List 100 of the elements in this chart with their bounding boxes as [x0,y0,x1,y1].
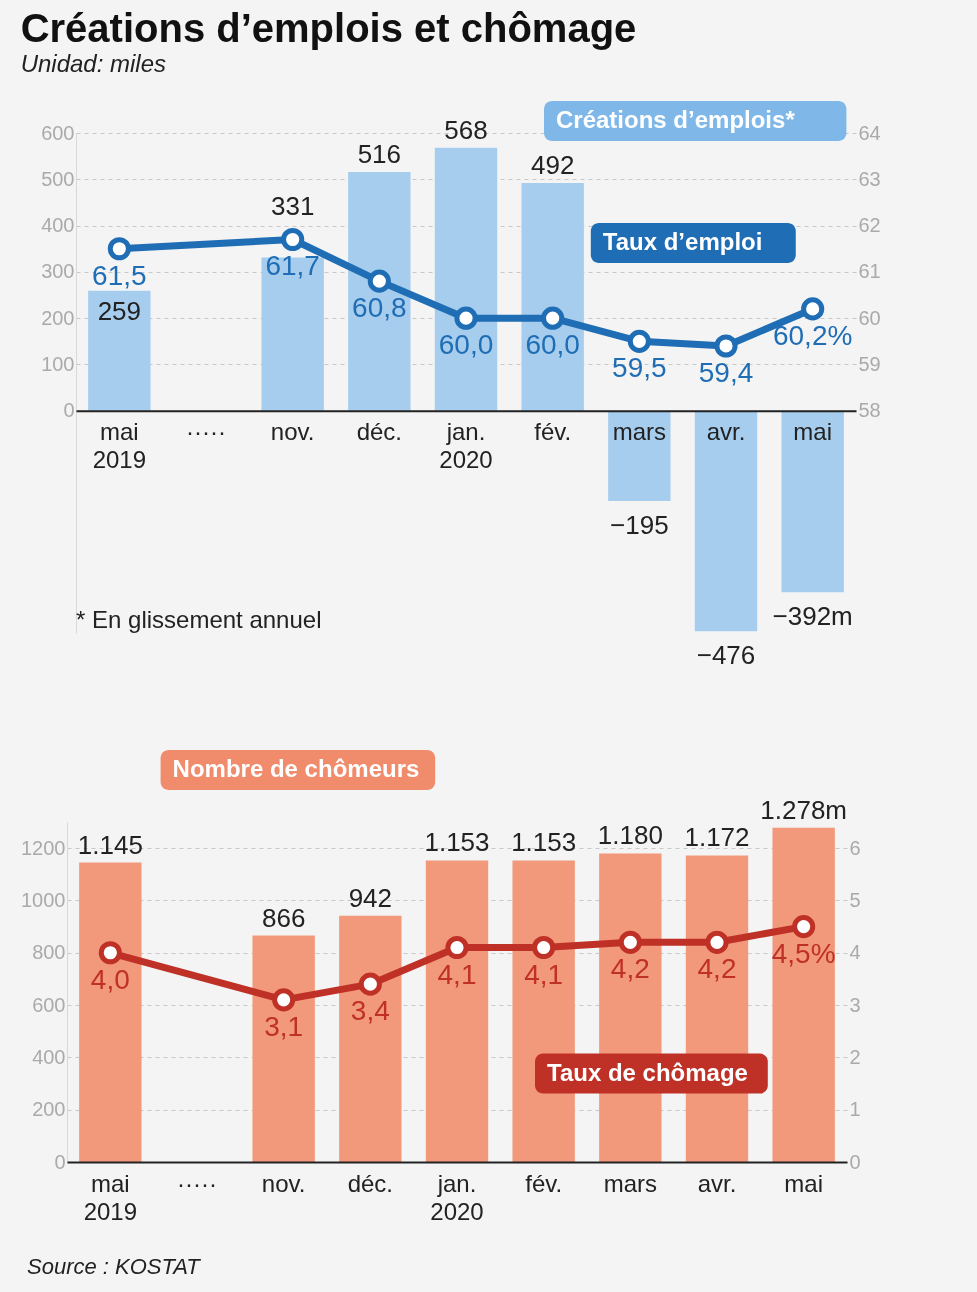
point [272,988,296,1012]
y-tick-label: 800 [32,941,66,964]
data-label: 60,0 [438,329,494,361]
data-label: 59,5 [612,352,667,384]
data-label: 3,1 [264,1010,304,1042]
bar [772,827,835,1162]
x-tick-label: déc. [356,418,403,446]
point [107,237,131,261]
data-label: −392m [772,601,853,632]
data-label: 4,0 [90,963,130,995]
y-tick-label: 1200 [21,836,66,859]
data-label: 4,1 [524,958,564,990]
x-tick-label: avr. [706,418,746,446]
x-tick-label: jan. 2020 [439,418,493,474]
y2-tick-label: 64 [858,121,881,144]
chart-title: Créations d’emplois et chômage [20,6,637,50]
data-label: 1.153 [424,827,490,858]
y2-tick-label: 60 [858,306,881,329]
x-tick-label: déc. [347,1169,394,1197]
data-label: −195 [610,510,669,541]
y2-tick-label: 0 [849,1150,861,1173]
data-label: 60,0 [525,329,580,361]
point [281,227,305,252]
bar [79,862,142,1162]
point [627,329,651,353]
y-tick-label: 600 [32,993,66,1016]
point [714,334,738,358]
data-label: 4,2 [697,953,737,985]
x-tick-label: mai [784,1169,823,1197]
x-tick-label: mars [603,1169,658,1197]
y2-tick-label: 4 [849,941,861,964]
y2-tick-label: 1 [849,1098,861,1121]
bar [781,410,844,593]
data-label: 59,4 [698,356,754,388]
data-label: 4,2 [610,953,650,985]
data-label: 1.153 [511,827,577,858]
x-tick-label: jan. 2020 [430,1169,484,1225]
y-tick-label: 1000 [21,888,66,911]
y2-tick-label: 61 [858,260,881,283]
x-tick-label: mai [793,418,832,446]
point [358,972,382,996]
bar [252,935,315,1162]
x-tick-label: nov. [261,1169,306,1197]
data-label: 259 [97,295,142,326]
bar [608,410,671,502]
y-tick-label: 0 [63,399,75,422]
x-tick-label: fév. [525,1169,563,1197]
bar [434,147,498,411]
data-label: 3,4 [350,995,390,1027]
data-label: 1.145 [77,829,143,860]
point [618,930,642,954]
data-label: 331 [270,191,315,222]
x-tick-label: ····· [177,1169,217,1197]
data-label: 60,8 [352,292,407,324]
data-label: 568 [444,114,488,145]
point [454,306,478,330]
source-note: Source : KOSTAT [27,1254,202,1279]
y-tick-label: 400 [41,214,75,237]
point [541,306,565,330]
bar [694,410,758,632]
chart-subtitle: Unidad: miles [20,50,167,77]
point [367,269,391,293]
bar [339,915,402,1162]
y2-tick-label: 63 [858,167,881,190]
x-tick-label: ····· [186,418,226,446]
point [801,297,825,321]
y2-tick-label: 59 [858,352,881,375]
data-label: 61,5 [92,259,147,291]
bar [521,183,584,411]
y2-tick-label: 2 [849,1045,861,1068]
bar [348,171,411,411]
bar [425,860,489,1162]
y2-tick-label: 5 [849,888,861,911]
point [445,935,469,960]
y-tick-label: 200 [41,306,75,329]
y-tick-label: 300 [41,260,75,283]
y-tick-label: 500 [41,167,75,190]
x-tick-label: avr. [697,1169,737,1197]
y2-tick-label: 58 [858,399,881,422]
data-label: 61,7 [265,250,320,282]
y-tick-label: 100 [41,352,75,375]
x-tick-label: mai 2019 [92,418,147,474]
x-tick-label: fév. [534,418,572,446]
data-label: 4,1 [437,958,477,990]
data-label: 4,5% [771,937,836,969]
data-label: 492 [530,150,575,180]
point [532,935,556,960]
data-label: 1.278m [760,794,848,825]
point [98,941,122,965]
data-label: −476 [696,640,756,671]
x-tick-label: nov. [270,418,315,446]
data-label: 942 [348,882,393,913]
text: Taux de chômage [547,1058,748,1086]
data-label: 516 [357,138,402,169]
y2-tick-label: 3 [849,993,861,1016]
annotation: * En glissement annuel [76,606,322,633]
y-tick-label: 200 [32,1098,66,1121]
data-label: 866 [261,902,306,933]
x-tick-label: mai 2019 [83,1169,138,1225]
x-tick-label: mars [612,418,667,446]
